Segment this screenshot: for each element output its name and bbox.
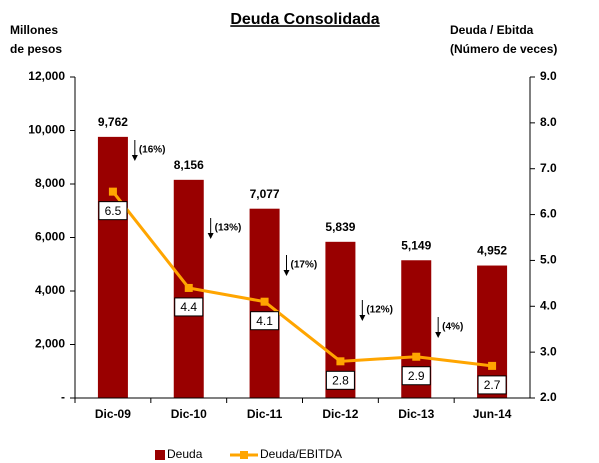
line: [111, 190, 493, 368]
y-tick-label: 4,000: [35, 283, 65, 297]
y2-tick-label: 7.0: [540, 161, 557, 175]
arrow-head: [283, 270, 290, 276]
line-value-label: 2.9: [408, 369, 425, 383]
arrow-head: [359, 315, 366, 321]
y-axis-label: de pesos: [10, 42, 62, 56]
bar-value-label: 9,762: [98, 115, 128, 129]
line-marker: [184, 283, 193, 292]
line-value-label: 2.7: [484, 378, 501, 392]
annotation: (13%): [215, 223, 242, 234]
x-tick-label: Dic-11: [247, 407, 283, 421]
bar: [97, 136, 128, 398]
arrow-head: [131, 155, 138, 161]
y2-tick-label: 2.0: [540, 390, 557, 404]
line-marker: [336, 357, 345, 366]
value-label-box: [477, 375, 507, 395]
line-value-label: 4.1: [256, 314, 273, 328]
annotation: (17%): [291, 260, 318, 271]
bar-value-label: 5,839: [325, 220, 355, 234]
value-label-box: [325, 370, 355, 390]
value-label-box: [401, 366, 431, 386]
annotation: (12%): [366, 305, 393, 316]
bar-value-label: 4,952: [477, 244, 507, 258]
line-value-label: 6.5: [105, 204, 122, 218]
y-tick-label: 12,000: [28, 69, 65, 83]
legend-label: Deuda/EBITDA: [260, 447, 342, 461]
legend-marker: [240, 451, 248, 459]
bar-value-label: 7,077: [250, 187, 280, 201]
x-tick-label: Dic-10: [171, 407, 207, 421]
y2-tick-label: 8.0: [540, 115, 557, 129]
y2-axis-label: (Número de veces): [450, 42, 557, 56]
y2-tick-label: 4.0: [540, 298, 557, 312]
line-value-label: 2.8: [332, 373, 349, 387]
arrow-head: [207, 233, 214, 239]
line-marker: [260, 297, 269, 306]
x-tick-label: Dic-12: [322, 407, 358, 421]
bar-value-label: 8,156: [174, 158, 204, 172]
y2-tick-label: 6.0: [540, 207, 557, 221]
chart-title: Deuda Consolidada: [230, 11, 379, 28]
y2-axis-label: Deuda / Ebitda: [450, 23, 534, 37]
x-tick-label: Dic-09: [95, 407, 131, 421]
y2-tick-label: 5.0: [540, 253, 557, 267]
value-label-box: [250, 311, 280, 331]
y-tick-label: 8,000: [35, 176, 65, 190]
line-marker: [412, 352, 421, 361]
line-value-label: 4.4: [180, 300, 197, 314]
value-label-box: [174, 297, 204, 317]
legend-swatch: [155, 450, 165, 460]
y2-tick-label: 3.0: [540, 344, 557, 358]
y-axis-label: Millones: [10, 23, 58, 37]
x-tick-label: Jun-14: [473, 407, 512, 421]
y-tick-label: -: [61, 390, 65, 404]
arrow-head: [435, 332, 442, 338]
line-marker: [108, 187, 117, 196]
y-tick-label: 10,000: [28, 123, 65, 137]
y-tick-label: 2,000: [35, 337, 65, 351]
bar-value-label: 5,149: [401, 238, 431, 252]
y2-tick-label: 9.0: [540, 69, 557, 83]
x-tick-label: Dic-13: [398, 407, 434, 421]
legend-label: Deuda: [167, 447, 203, 461]
value-label-box: [98, 201, 128, 221]
annotation: (4%): [442, 322, 463, 333]
y-tick-label: 6,000: [35, 230, 65, 244]
annotation: (16%): [139, 145, 166, 156]
line-marker: [488, 361, 497, 370]
